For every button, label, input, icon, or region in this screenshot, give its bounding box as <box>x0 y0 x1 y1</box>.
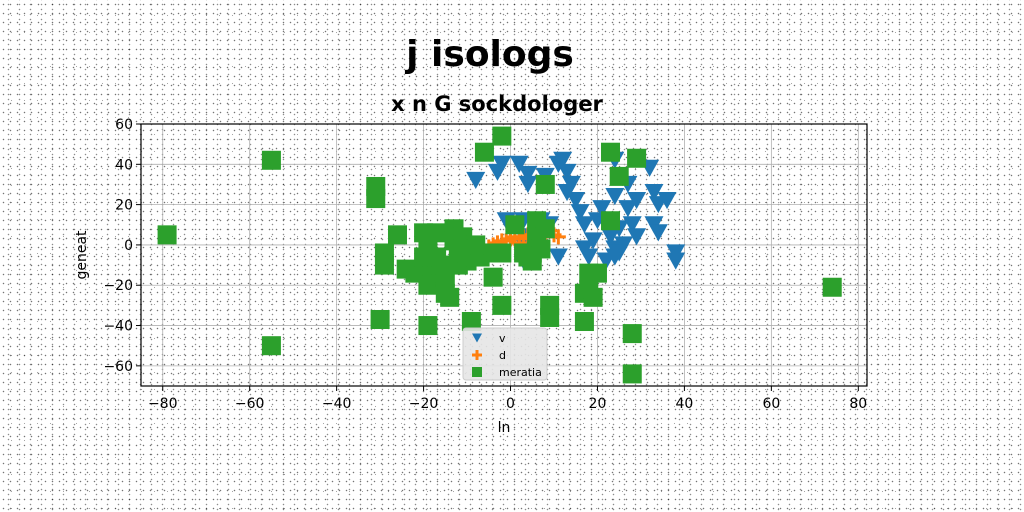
data-point <box>601 142 621 162</box>
legend-marker <box>472 333 482 343</box>
data-point <box>418 316 438 336</box>
data-point <box>822 277 842 297</box>
y-tick-label: 0 <box>124 238 133 254</box>
data-point <box>474 142 494 162</box>
data-point <box>609 166 629 186</box>
data-point <box>601 228 621 246</box>
data-point <box>627 228 647 246</box>
data-point <box>540 307 560 327</box>
data-point <box>261 150 281 170</box>
x-tick-label: −80 <box>148 396 178 412</box>
data-point <box>461 312 481 332</box>
data-point <box>574 312 594 332</box>
legend-label: v <box>499 332 506 345</box>
data-point <box>557 183 577 202</box>
data-point <box>657 192 677 210</box>
legend-marker <box>472 367 482 377</box>
x-tick-label: 80 <box>849 396 867 412</box>
data-point <box>509 155 529 173</box>
data-point <box>518 165 538 183</box>
data-point <box>492 295 512 315</box>
series-meratia <box>157 126 842 384</box>
x-tick-label: −20 <box>409 396 439 412</box>
data-point <box>261 336 281 356</box>
data-point <box>644 183 664 202</box>
y-axis-label: geneat <box>74 230 90 280</box>
x-tick-label: 40 <box>675 396 693 412</box>
legend-label: d <box>499 349 506 362</box>
y-tick-label: 20 <box>115 198 133 214</box>
data-point <box>666 252 686 270</box>
x-tick-label: 20 <box>589 396 607 412</box>
data-point <box>370 309 390 329</box>
data-point <box>505 215 525 235</box>
data-point <box>583 287 603 307</box>
plot-frame <box>140 123 868 387</box>
data-point <box>570 204 590 222</box>
data-point <box>387 225 407 245</box>
y-tick-label: 60 <box>115 117 133 133</box>
x-tick-label: 60 <box>762 396 780 412</box>
data-point <box>492 126 512 146</box>
y-tick-label: 40 <box>115 157 133 173</box>
data-point <box>587 263 607 283</box>
x-tick-label: −40 <box>322 396 352 412</box>
data-point <box>648 224 668 242</box>
data-point <box>622 216 642 234</box>
data-point <box>535 174 555 194</box>
data-point <box>592 200 612 218</box>
x-tick-label: 0 <box>506 396 515 412</box>
y-tick-label: −20 <box>103 278 133 294</box>
data-point <box>535 219 555 239</box>
data-point <box>157 225 177 245</box>
data-points <box>157 126 842 384</box>
chart-title: j isologs <box>404 34 574 75</box>
y-tick-label: −60 <box>103 359 133 375</box>
data-point <box>483 267 503 287</box>
legend-box <box>462 327 548 381</box>
data-point <box>548 248 568 266</box>
data-point <box>605 188 625 206</box>
data-point <box>622 324 642 344</box>
data-point <box>579 248 599 266</box>
data-point <box>557 163 577 181</box>
data-point <box>448 239 468 259</box>
data-point <box>553 151 573 169</box>
data-point <box>605 248 625 266</box>
data-point <box>566 192 586 210</box>
data-point <box>466 235 486 255</box>
x-axis-label: ln <box>498 420 511 436</box>
data-point <box>440 287 460 307</box>
data-point <box>531 239 551 259</box>
data-point <box>618 200 638 218</box>
x-tick-label: −60 <box>235 396 265 412</box>
data-point <box>601 211 621 231</box>
data-point <box>374 255 394 275</box>
legend-label: meratia <box>499 366 542 379</box>
data-point <box>466 171 486 189</box>
data-point <box>574 216 594 234</box>
axis-ticks: −80 −60 −40 −20 0 20 40 60 80 −60 −40 −20 0 20 40 60 <box>103 117 867 412</box>
data-point <box>492 155 512 173</box>
data-point <box>492 243 512 263</box>
chart-subtitle: x n G sockdologer <box>391 92 603 116</box>
y-tick-label: −40 <box>103 319 133 335</box>
data-point <box>627 192 647 210</box>
legend-marker <box>472 350 482 360</box>
data-point <box>622 364 642 384</box>
data-point <box>518 175 538 194</box>
data-point <box>427 223 447 243</box>
legend: vd meratia <box>462 327 548 381</box>
data-point <box>627 148 647 168</box>
data-point <box>366 189 386 209</box>
